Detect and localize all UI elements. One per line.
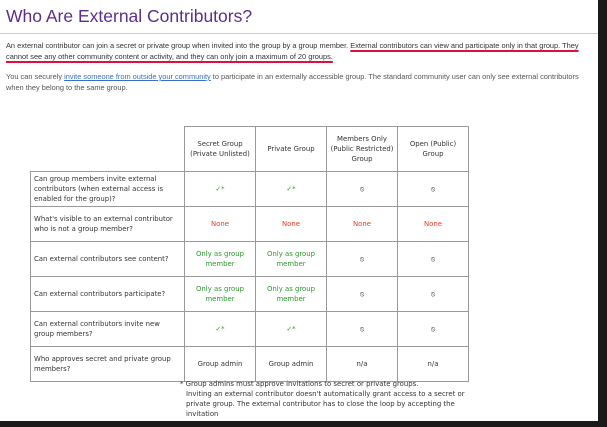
table-cell: None — [255, 206, 327, 242]
table-cell: ⦸ — [326, 171, 398, 207]
table-cell: None — [184, 206, 256, 242]
table-row: Who approves secret and private group me… — [30, 346, 469, 382]
header-row: Secret Group (Private Unlisted) Private G… — [31, 126, 469, 172]
page-title: Who Are External Contributors? — [6, 6, 253, 26]
table-cell: ⦸ — [326, 241, 398, 277]
intro-text: An external contributor can join a secre… — [6, 41, 351, 50]
table-cell: Only as group member — [184, 241, 256, 277]
table-cell: ⦸ — [397, 171, 469, 207]
footnotes: * Group admins must approve invitations … — [180, 379, 480, 419]
table-cell: Group admin — [184, 346, 256, 382]
table-cell: ✓* — [184, 311, 256, 347]
table-row: Can group members invite external contri… — [30, 171, 469, 207]
table-cell: ✓* — [255, 171, 327, 207]
document: Who Are External Contributors? An extern… — [0, 0, 598, 421]
row-question: What's visible to an external contributo… — [30, 206, 185, 242]
column-header: Secret Group (Private Unlisted) — [184, 126, 256, 172]
table-cell: Only as group member — [184, 276, 256, 312]
invite-link[interactable]: invite someone from outside your communi… — [64, 72, 211, 81]
table-cell: None — [397, 206, 469, 242]
table-cell: ✓* — [255, 311, 327, 347]
column-header: Private Group — [255, 126, 327, 172]
table-cell: Only as group member — [255, 241, 327, 277]
table-cell: ⦸ — [397, 241, 469, 277]
table-cell: Only as group member — [255, 276, 327, 312]
text: You can securely — [6, 72, 65, 81]
table-cell: ⦸ — [397, 311, 469, 347]
row-question: Can external contributors participate? — [30, 276, 185, 312]
table-cell: n/a — [326, 346, 398, 382]
highlighted-text: External contributors can view and parti… — [6, 41, 579, 61]
table-cell: ✓* — [184, 171, 256, 207]
table-cell: n/a — [397, 346, 469, 382]
column-header: Members Only (Public Restricted) Group — [326, 126, 398, 172]
footnote: * Group admins must approve invitations … — [180, 380, 419, 388]
table-row: Can external contributors participate? On… — [30, 276, 469, 312]
comparison-table: Secret Group (Private Unlisted) Private G… — [30, 126, 469, 382]
table-cell: Group admin — [255, 346, 327, 382]
secondary-paragraph: You can securely invite someone from out… — [6, 71, 596, 93]
table-cell: ⦸ — [397, 276, 469, 312]
footnote: Inviting an external contributor doesn't… — [186, 390, 465, 418]
column-header: Open (Public) Group — [397, 126, 469, 172]
table-row: Can external contributors see content? On… — [30, 241, 469, 277]
intro-paragraph: An external contributor can join a secre… — [6, 40, 596, 62]
table-row: What's visible to an external contributo… — [30, 206, 469, 242]
row-question: Can group members invite external contri… — [30, 171, 185, 207]
text: to participate in an externally accessib… — [6, 72, 579, 92]
corner-cell — [31, 127, 185, 172]
table-cell: ⦸ — [326, 276, 398, 312]
table-cell: ⦸ — [326, 311, 398, 347]
row-question: Can external contributors invite new gro… — [30, 311, 185, 347]
table-row: Can external contributors invite new gro… — [30, 311, 469, 347]
divider — [0, 33, 598, 34]
table-cell: None — [326, 206, 398, 242]
row-question: Who approves secret and private group me… — [30, 346, 185, 382]
row-question: Can external contributors see content? — [30, 241, 185, 277]
